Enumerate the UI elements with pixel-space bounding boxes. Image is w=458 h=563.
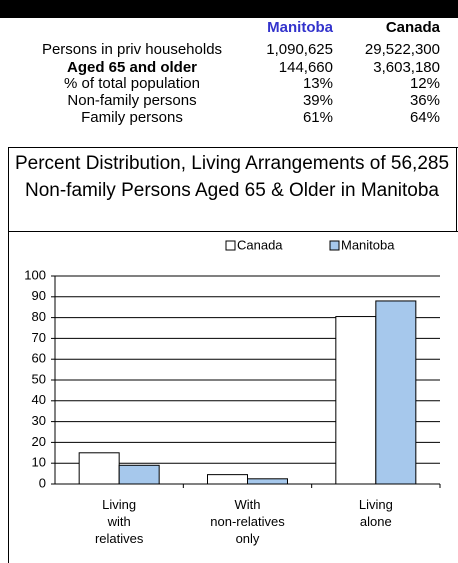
- y-tick-label: 0: [39, 475, 46, 490]
- cell-value: 64%: [409, 109, 440, 126]
- cell-value: 61%: [302, 109, 333, 126]
- legend-swatch: [329, 240, 340, 251]
- cell-value: 36%: [409, 92, 440, 109]
- cell-value: 3,603,180: [373, 59, 440, 76]
- y-tick-label: 90: [32, 288, 46, 303]
- cell-value: 144,660: [278, 59, 333, 76]
- cell-value: 12%: [409, 75, 440, 92]
- y-tick-label: 30: [32, 413, 46, 428]
- chart-title: Percent Distribution, Living Arrangement…: [14, 153, 450, 201]
- bar: [375, 300, 417, 485]
- col-header: Manitoba: [267, 19, 333, 36]
- row-label: % of total population: [64, 75, 200, 92]
- y-tick-label: 80: [32, 309, 46, 324]
- x-tick-label: Living with relatives: [94, 497, 144, 546]
- y-tick-label: 40: [32, 392, 46, 407]
- y-tick-label: 100: [24, 267, 46, 282]
- bar: [207, 474, 248, 485]
- col-header: Canada: [385, 19, 440, 36]
- y-tick-label: 10: [32, 455, 46, 470]
- bar: [335, 316, 377, 485]
- bar: [78, 452, 120, 485]
- y-tick-label: 50: [32, 371, 46, 386]
- frame-right: [456, 147, 457, 232]
- y-tick-label: 20: [32, 434, 46, 449]
- divider: [8, 147, 458, 148]
- x-tick-label: With non-relatives only: [210, 497, 285, 546]
- row-label: Aged 65 and older: [66, 59, 198, 76]
- cell-value: 13%: [302, 75, 333, 92]
- legend-label: Manitoba: [341, 237, 395, 252]
- row-label: Family persons: [81, 109, 183, 126]
- row-label: Non-family persons: [67, 92, 197, 109]
- legend-swatch: [225, 240, 236, 251]
- cell-value: 1,090,625: [266, 41, 333, 58]
- top-bar: [0, 0, 458, 18]
- row-label: Persons in priv households: [41, 41, 223, 58]
- legend-label: Canada: [237, 237, 283, 252]
- cell-value: 29,522,300: [364, 41, 440, 58]
- cell-value: 39%: [302, 92, 333, 109]
- bar: [247, 478, 288, 485]
- frame-left: [8, 147, 9, 563]
- x-tick-label: Living alone: [358, 497, 393, 529]
- divider: [8, 231, 458, 232]
- bar: [118, 464, 160, 485]
- y-tick-label: 60: [32, 351, 46, 366]
- y-tick-label: 70: [32, 330, 46, 345]
- chart: 0 10 20 30 40 50 60 70 80 90 100 Canada Manitoba: [24, 237, 441, 490]
